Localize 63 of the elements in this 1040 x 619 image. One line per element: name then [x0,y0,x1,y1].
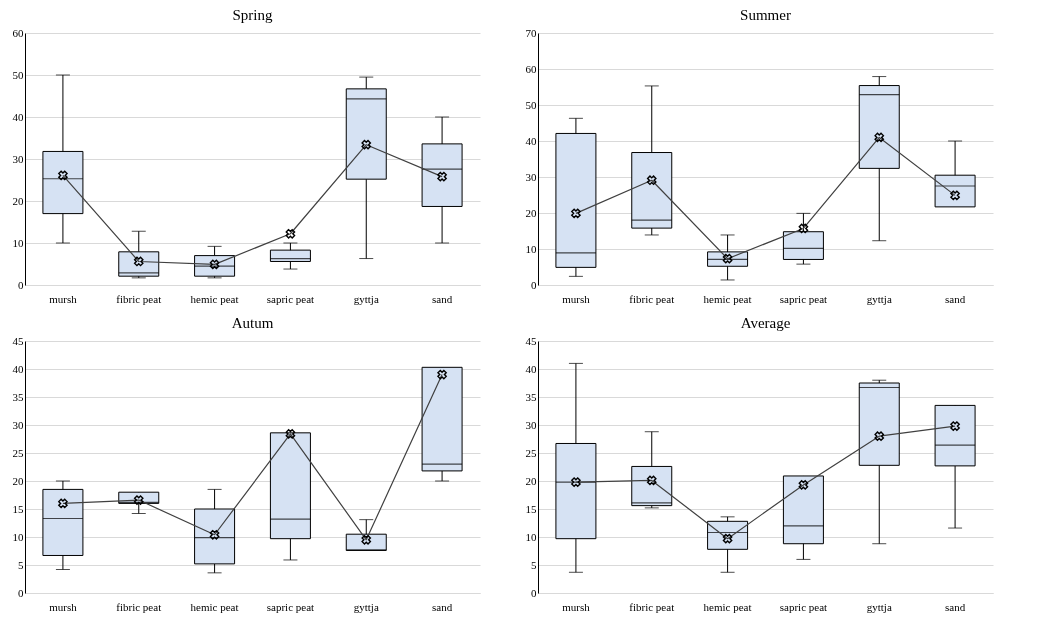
y-tick-label: 30 [12,418,24,431]
y-tick-label: 50 [12,68,24,81]
y-tick-label: 40 [12,362,24,375]
x-tick-label: fibric peat [116,600,162,613]
y-tick-label: 5 [18,558,24,571]
x-tick-label: sapric peat [266,600,315,613]
x-tick-label: hemic peat [703,600,752,613]
x-tick-label: hemic peat [703,292,752,305]
x-tick-label: gyttja [866,600,892,613]
x-tick-label: sand [432,292,453,305]
y-tick-label: 20 [525,474,537,487]
x-tick-label: hemic peat [190,292,239,305]
y-tick-label: 5 [531,558,537,571]
y-tick-label: 70 [525,26,537,39]
x-tick-label: sapric peat [779,292,828,305]
y-tick-label: 45 [12,334,24,347]
y-tick-label: 25 [525,446,537,459]
x-tick-label: mursh [49,600,78,613]
y-tick-label: 30 [12,152,24,165]
x-tick-label: mursh [562,600,591,613]
y-tick-label: 0 [531,278,537,291]
y-tick-label: 30 [525,170,537,183]
y-tick-label: 0 [531,586,537,599]
chart-title: Spring [232,7,273,23]
y-tick-label: 0 [18,278,24,291]
y-tick-label: 35 [12,390,24,403]
chart-title: Average [740,315,791,331]
x-tick-label: sapric peat [266,292,315,305]
x-tick-label: fibric peat [629,600,675,613]
x-tick-label: sapric peat [779,600,828,613]
x-tick-label: hemic peat [190,600,239,613]
x-tick-label: mursh [49,292,78,305]
x-tick-label: fibric peat [116,292,162,305]
y-tick-label: 35 [525,390,537,403]
y-tick-label: 15 [525,502,537,515]
y-tick-label: 10 [12,236,24,249]
y-tick-label: 10 [525,530,537,543]
x-tick-label: gyttja [353,600,379,613]
y-tick-label: 25 [12,446,24,459]
y-tick-label: 0 [18,586,24,599]
y-tick-label: 40 [525,134,537,147]
x-tick-label: gyttja [353,292,379,305]
y-tick-label: 10 [525,242,537,255]
y-tick-label: 20 [525,206,537,219]
y-tick-label: 10 [12,530,24,543]
x-tick-label: sand [432,600,453,613]
y-tick-label: 15 [12,502,24,515]
x-tick-label: sand [945,600,966,613]
y-tick-label: 60 [12,26,24,39]
y-tick-label: 40 [525,362,537,375]
y-tick-label: 20 [12,474,24,487]
chart-title: Autum [231,315,274,331]
y-tick-label: 50 [525,98,537,111]
y-tick-label: 30 [525,418,537,431]
x-tick-label: gyttja [866,292,892,305]
x-tick-label: mursh [562,292,591,305]
y-tick-label: 60 [525,62,537,75]
y-tick-label: 20 [12,194,24,207]
y-tick-label: 40 [12,110,24,123]
x-tick-label: fibric peat [629,292,675,305]
x-tick-label: sand [945,292,966,305]
chart-title: Summer [740,7,791,23]
y-tick-label: 45 [525,334,537,347]
